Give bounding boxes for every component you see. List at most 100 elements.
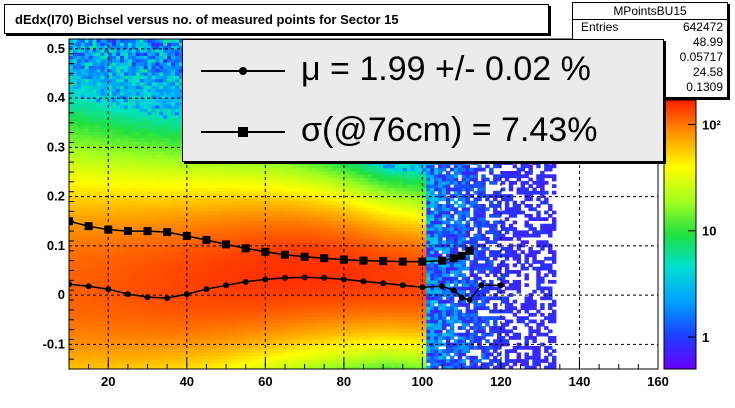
heatmap-cell: [92, 101, 97, 106]
heatmap-cell: [76, 174, 82, 179]
heatmap-cell: [96, 68, 101, 73]
heatmap-cell: [218, 237, 223, 241]
heatmap-cell: [120, 78, 125, 83]
heatmap-cell: [72, 306, 78, 311]
heatmap-cell: [194, 309, 200, 314]
heatmap-cell: [131, 240, 137, 245]
heatmap-cell: [84, 312, 90, 317]
heatmap-cell: [226, 250, 231, 254]
heatmap-cell: [147, 316, 152, 320]
heatmap-cell: [104, 88, 109, 93]
heatmap-cell: [96, 213, 101, 218]
heatmap-cell: [84, 210, 90, 215]
heatmap-cell: [80, 233, 86, 238]
heatmap-cell: [229, 263, 235, 268]
heatmap-cell: [80, 131, 86, 136]
heatmap-cell: [147, 95, 152, 99]
heatmap-cell: [226, 194, 231, 198]
heatmap-cell: [120, 157, 125, 162]
heatmap-cell: [214, 227, 219, 231]
heatmap-cell: [163, 154, 168, 159]
heatmap-cell: [76, 279, 82, 284]
heatmap-cell: [120, 270, 125, 274]
heatmap-cell: [143, 355, 149, 360]
heatmap-cell: [131, 180, 137, 185]
heatmap-cell: [76, 58, 82, 63]
heatmap-cell: [171, 296, 176, 301]
heatmap-cell: [163, 85, 168, 89]
heatmap-cell: [194, 276, 200, 281]
heatmap-cell: [159, 121, 164, 126]
heatmap-cell: [135, 322, 141, 327]
heatmap-cell: [210, 220, 215, 225]
heatmap-cell: [178, 326, 184, 330]
heatmap-cell: [182, 194, 188, 198]
heatmap-cell: [108, 345, 113, 350]
heatmap-cell: [116, 68, 121, 73]
heatmap-cell: [241, 276, 247, 281]
heatmap-cell: [92, 352, 97, 357]
heatmap-cell: [147, 128, 152, 132]
heatmap-cell: [171, 75, 176, 80]
heatmap-cell: [84, 322, 90, 327]
heatmap-cell: [233, 283, 239, 287]
heatmap-cell: [104, 91, 109, 96]
heatmap-cell: [159, 65, 164, 70]
heatmap-cell: [92, 279, 97, 284]
heatmap-cell: [127, 332, 133, 337]
heatmap-cell: [139, 151, 145, 155]
heatmap-cell: [100, 167, 105, 172]
heatmap-cell: [222, 289, 227, 294]
heatmap-cell: [163, 345, 168, 350]
heatmap-cell: [159, 134, 164, 139]
heatmap-cell: [72, 174, 78, 179]
heatmap-cell: [92, 161, 97, 165]
heatmap-cell: [214, 263, 219, 268]
heatmap-cell: [72, 151, 78, 155]
heatmap-cell: [163, 349, 168, 353]
heatmap-cell: [226, 180, 231, 185]
heatmap-cell: [116, 253, 121, 258]
heatmap-cell: [127, 157, 133, 162]
heatmap-cell: [127, 253, 133, 258]
heatmap-cell: [127, 233, 133, 238]
heatmap-cell: [131, 345, 137, 350]
heatmap-cell: [178, 187, 184, 192]
heatmap-cell: [72, 200, 78, 205]
heatmap-cell: [159, 124, 164, 129]
heatmap-cell: [151, 336, 156, 340]
heatmap-cell: [249, 322, 255, 327]
heatmap-cell: [159, 171, 164, 175]
heatmap-cell: [84, 48, 90, 53]
heatmap-cell: [190, 220, 196, 225]
heatmap-cell: [135, 111, 141, 116]
heatmap-cell: [241, 227, 247, 231]
heatmap-cell: [84, 161, 90, 165]
heatmap-cell: [108, 180, 113, 185]
heatmap-cell: [167, 220, 172, 225]
heatmap-cell: [206, 326, 211, 330]
heatmap-cell: [100, 312, 105, 317]
heatmap-cell: [139, 316, 145, 320]
heatmap-cell: [155, 306, 160, 311]
heatmap-cell: [182, 246, 188, 251]
heatmap-cell: [92, 138, 97, 142]
heatmap-cell: [84, 105, 90, 109]
heatmap-cell: [139, 339, 145, 344]
heatmap-cell: [116, 190, 121, 195]
heatmap-cell: [163, 316, 168, 320]
heatmap-cell: [139, 98, 145, 103]
heatmap-cell: [175, 45, 180, 50]
heatmap-cell: [253, 260, 258, 264]
heatmap-cell: [218, 319, 223, 324]
heatmap-cell: [159, 306, 164, 311]
heatmap-cell: [151, 154, 156, 159]
heatmap-cell: [139, 227, 145, 231]
heatmap-cell: [194, 349, 200, 353]
heatmap-cell: [151, 256, 156, 261]
heatmap-cell: [175, 362, 180, 367]
heatmap-cell: [151, 62, 156, 66]
heatmap-cell: [116, 283, 121, 287]
heatmap-cell: [155, 154, 160, 159]
heatmap-cell: [194, 326, 200, 330]
